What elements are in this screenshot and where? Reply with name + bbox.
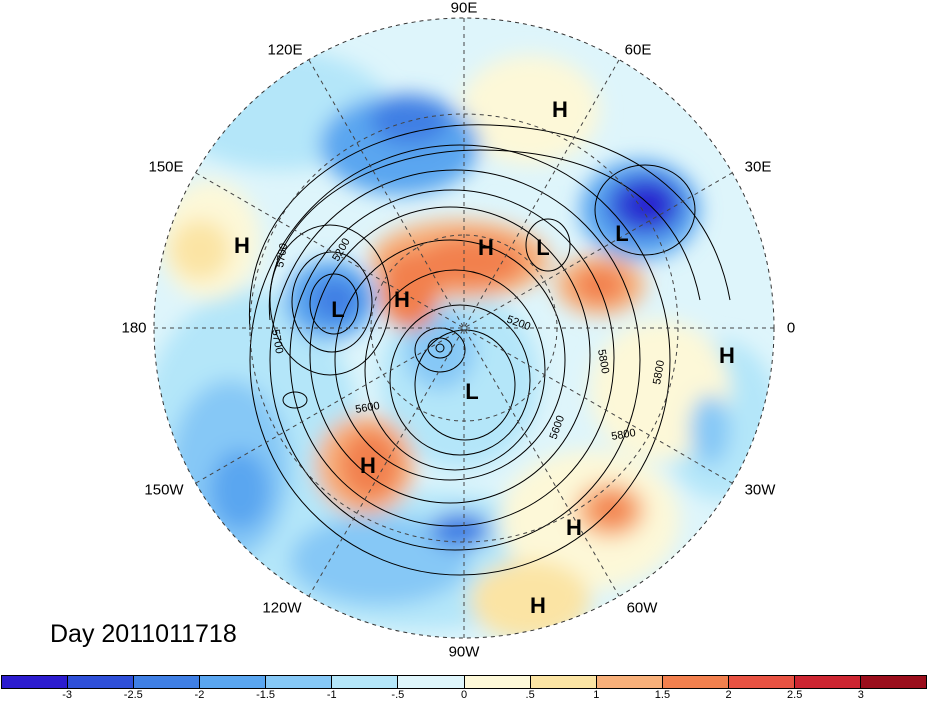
colorbar-segment <box>332 676 399 688</box>
high-pressure-marker: H <box>478 235 494 260</box>
contour-label: 5600 <box>354 400 380 416</box>
contour-label: 5700 <box>274 242 290 268</box>
colorbar-tick-label: -1 <box>326 689 337 701</box>
lon-label-90w: 90W <box>448 643 480 661</box>
colorbar-segment <box>596 676 663 688</box>
colorbar-segment <box>200 676 267 688</box>
colorbar-tick-label: 3 <box>857 689 864 701</box>
colorbar-tick-label: -1.5 <box>256 689 276 701</box>
colorbar-tick-label: .5 <box>525 689 535 701</box>
colorbar-segment <box>794 676 862 688</box>
colorbar-segment <box>398 676 465 688</box>
map-boundary <box>153 17 775 639</box>
colorbar-segment <box>68 676 135 688</box>
lon-label-90e: 90E <box>450 0 478 17</box>
contour-label: 5800 <box>610 427 636 443</box>
colorbar-tick-label: 1.5 <box>654 689 671 701</box>
graticule <box>154 18 774 638</box>
high-pressure-marker: H <box>234 233 250 258</box>
high-pressure-marker: H <box>719 343 735 368</box>
colorbar-segment <box>662 676 729 688</box>
colorbar-segment <box>861 676 927 688</box>
colorbar-segment <box>530 676 597 688</box>
colorbar-tick-label: -3 <box>62 689 73 701</box>
low-pressure-marker: L <box>331 297 345 322</box>
lon-label-150w: 150W <box>144 481 184 499</box>
contour-label: 5800 <box>595 348 611 374</box>
lon-label-150e: 150E <box>148 158 184 176</box>
lon-label-120e: 120E <box>267 41 303 59</box>
colorbar-segment <box>464 676 531 688</box>
contour-label: 5700 <box>269 328 285 354</box>
contour-label: 5800 <box>651 359 667 385</box>
colorbar-tick-label: -2 <box>194 689 205 701</box>
lon-label-60w: 60W <box>626 599 658 617</box>
lon-label-120w: 120W <box>262 599 302 617</box>
colorbar-tick-label: 2.5 <box>787 689 803 701</box>
lon-label-60e: 60E <box>624 41 652 59</box>
lon-label-0: 0 <box>786 319 796 337</box>
low-pressure-marker: L <box>465 379 479 404</box>
lon-label-180: 180 <box>121 319 147 337</box>
lon-label-30w: 30W <box>744 481 776 499</box>
low-pressure-marker: L <box>536 235 550 260</box>
colorbar-segment <box>728 676 795 688</box>
high-pressure-marker: H <box>552 97 568 122</box>
colorbar-tick-label: -.5 <box>391 689 405 701</box>
high-pressure-marker: H <box>394 287 410 312</box>
day-label: Day 2011011718 <box>50 620 237 648</box>
high-pressure-marker: H <box>360 453 376 478</box>
colorbar-segment <box>266 676 333 688</box>
colorbar-tick-label: 1 <box>593 689 600 701</box>
colorbar <box>1 675 927 689</box>
colorbar-tick-label: -2.5 <box>123 689 143 701</box>
colorbar-segment <box>134 676 201 688</box>
low-pressure-marker: L <box>615 221 629 246</box>
anomaly-field <box>154 18 774 638</box>
geopotential-contours <box>248 124 731 576</box>
high-pressure-marker: H <box>566 515 582 540</box>
colorbar-tick-label: 0 <box>460 689 468 701</box>
high-pressure-marker: H <box>530 593 546 618</box>
colorbar-tick-label: 2 <box>725 689 732 701</box>
lon-label-30e: 30E <box>744 158 772 176</box>
colorbar-segment <box>2 676 69 688</box>
